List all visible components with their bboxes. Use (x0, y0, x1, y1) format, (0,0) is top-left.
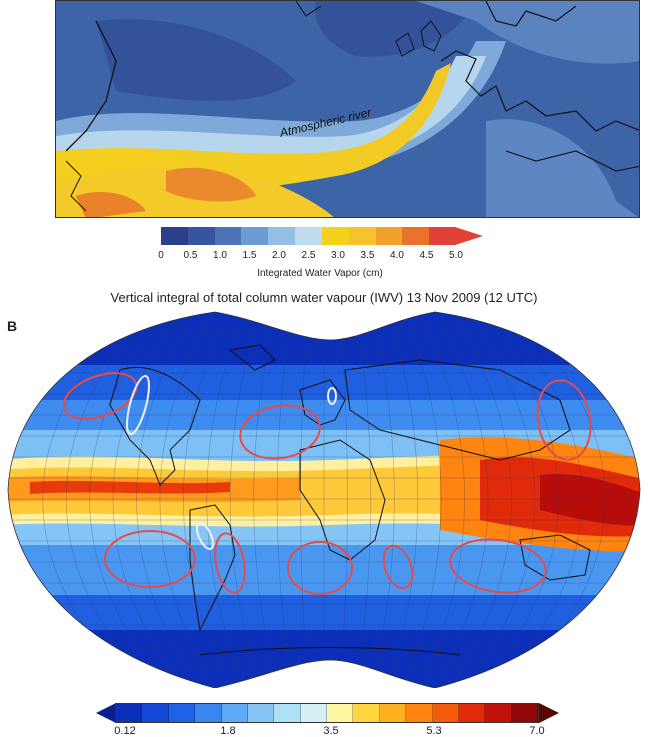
colorbar-b-swatch (221, 704, 248, 722)
colorbar-a-tick-label: 3.5 (360, 250, 375, 261)
regional-map-svg (56, 1, 639, 217)
graticule-meridian (386, 312, 419, 688)
colorbar-b-swatch (485, 704, 512, 722)
colorbar-b-swatch (168, 704, 196, 722)
colorbar-b-tick-label: 3.5 (323, 725, 339, 737)
colorbar-b-swatch (432, 704, 459, 722)
panel-b-label: B (7, 318, 18, 334)
colorbar-a-tick-label: 4.5 (419, 250, 434, 261)
panel-b-colorbar-right-arrow (539, 703, 559, 723)
colorbar-b-swatch (247, 704, 275, 722)
colorbar-b-swatch (142, 704, 169, 722)
colorbar-a-tick-label: 2.0 (272, 250, 286, 261)
global-map-svg (7, 311, 641, 689)
colorbar-a-tick-label: 4.0 (390, 250, 404, 261)
colorbar-b-swatch (458, 704, 486, 722)
panel-a-colorbar (161, 227, 456, 245)
colorbar-b-tick-label: 5.3 (426, 725, 442, 737)
colorbar-b-swatch (300, 704, 327, 722)
colorbar-a-tick-label: 0.5 (183, 250, 198, 261)
colorbar-b-tick-label: 7.0 (529, 725, 545, 737)
graticule-meridian (253, 312, 277, 688)
colorbar-a-swatch (295, 227, 322, 245)
graticule-meridian (418, 312, 465, 688)
colorbar-a-swatch (161, 227, 188, 245)
colorbar-a-tick-label: 1.0 (213, 250, 227, 261)
panel-a-colorbar-arrow (455, 227, 483, 245)
colorbar-a-swatch (241, 227, 269, 245)
colorbar-b-swatch (379, 704, 407, 722)
colorbar-b-swatch (274, 704, 301, 722)
colorbar-a-tick-label: 5.0 (449, 250, 463, 261)
colorbar-b-swatch (195, 704, 222, 722)
colorbar-b-swatch (511, 704, 538, 722)
colorbar-a-swatch (268, 227, 296, 245)
colorbar-a-swatch (321, 227, 349, 245)
colorbar-a-swatch (429, 227, 456, 245)
colorbar-b-tick-label: 0.12 (114, 725, 136, 737)
graticule-meridian (206, 312, 246, 688)
colorbar-a-tick-label: 1.5 (242, 250, 257, 261)
graticule-meridian (229, 312, 262, 688)
colorbar-b-tick-label: 1.8 (220, 725, 236, 737)
graticule-meridian (450, 312, 512, 688)
graticule-meridian (465, 312, 536, 688)
global-iwv-map (0, 310, 648, 689)
colorbar-a-swatch (375, 227, 403, 245)
graticule-meridian (136, 312, 198, 688)
colorbar-a-tick-label: 0 (158, 250, 164, 261)
panel-b-colorbar (115, 703, 539, 723)
graticule-meridian (371, 312, 395, 688)
graticule-meridian (65, 312, 151, 688)
colorbar-b-swatch (406, 704, 433, 722)
colorbar-b-swatch (353, 704, 380, 722)
graticule-meridian (89, 312, 167, 688)
graticule-meridian (497, 312, 583, 688)
graticule-meridian (481, 312, 559, 688)
graticule-meridian (112, 312, 183, 688)
colorbar-b-swatch (116, 704, 143, 722)
regional-iwv-map (55, 0, 640, 218)
graticule-meridian (159, 312, 214, 688)
graticule-meridian (355, 312, 372, 688)
colorbar-b-swatch (327, 704, 354, 722)
colorbar-a-swatch (348, 227, 376, 245)
colorbar-a-swatch (187, 227, 215, 245)
panel-b-title: Vertical integral of total column water … (110, 290, 538, 305)
colorbar-a-swatch (402, 227, 430, 245)
graticule-meridian (339, 312, 348, 688)
colorbar-a-tick-label: 2.5 (301, 250, 316, 261)
colorbar-a-swatch (214, 227, 242, 245)
graticule-meridian (276, 312, 293, 688)
graticule-meridian (183, 312, 230, 688)
colorbar-a-tick-label: 3.0 (331, 250, 345, 261)
panel-a-colorbar-label: Integrated Water Vapor (cm) (257, 268, 383, 279)
graticule-meridian (300, 312, 309, 688)
panel-b-colorbar-left-arrow (96, 703, 116, 723)
graticule-meridian (434, 312, 489, 688)
